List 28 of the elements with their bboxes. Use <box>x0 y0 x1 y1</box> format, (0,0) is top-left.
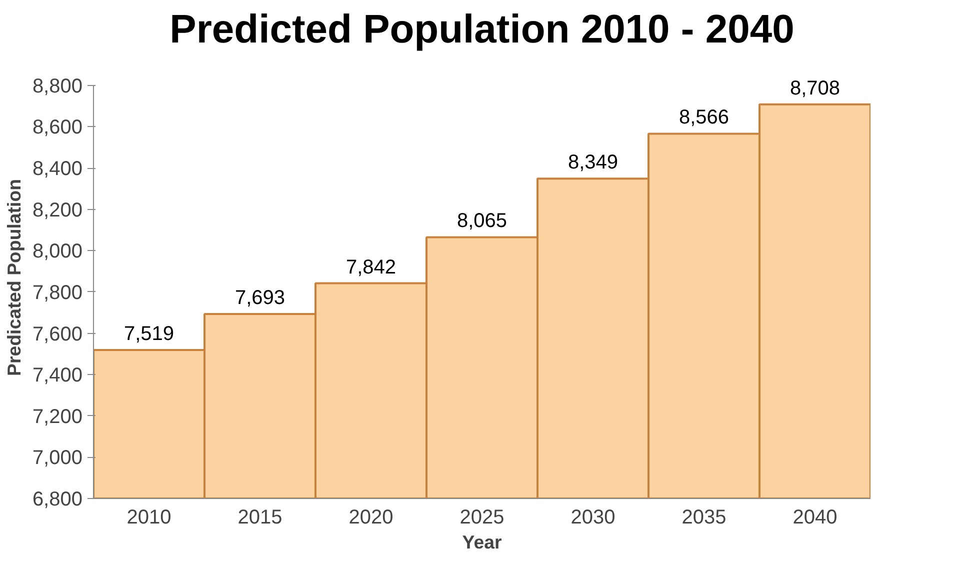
x-tick-label: 2030 <box>570 506 616 528</box>
y-tick-label: 8,800 <box>32 75 83 98</box>
data-label: 8,566 <box>678 106 730 129</box>
y-axis-title: Predicated Population <box>3 179 24 376</box>
y-tick-label: 7,000 <box>32 447 83 470</box>
y-tick-label: 7,600 <box>32 323 83 346</box>
x-tick-label: 2015 <box>238 506 282 528</box>
data-label: 8,708 <box>790 77 840 100</box>
y-tick-label: 7,400 <box>32 364 83 387</box>
data-label: 7,693 <box>234 287 286 310</box>
y-tick-label: 7,800 <box>32 282 83 304</box>
x-tick-label: 2035 <box>682 506 726 528</box>
y-tick-label: 8,400 <box>32 158 83 180</box>
x-tick-label: 2020 <box>348 506 394 528</box>
y-tick-label: 8,200 <box>32 199 83 222</box>
y-tick-label: 8,000 <box>32 240 83 263</box>
x-axis-title: Year <box>462 532 502 552</box>
x-tick-label: 2010 <box>126 506 172 528</box>
data-label: 7,519 <box>124 322 174 345</box>
x-tick-label: 2040 <box>792 506 838 528</box>
y-tick-label: 7,200 <box>32 406 83 428</box>
chart-title: Predicted Population 2010 - 2040 <box>170 8 794 52</box>
y-tick-label: 6,800 <box>32 488 83 510</box>
data-label: 8,349 <box>568 152 618 174</box>
data-label: 7,842 <box>346 256 396 278</box>
data-label: 8,065 <box>456 210 508 232</box>
y-tick-label: 8,600 <box>32 116 83 139</box>
x-tick-label: 2025 <box>460 506 504 528</box>
